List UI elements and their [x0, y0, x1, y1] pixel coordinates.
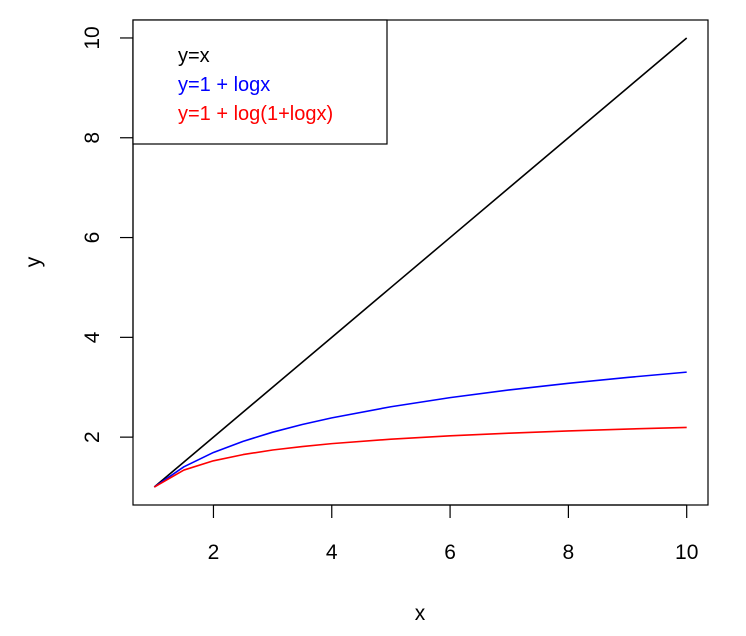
- legend: y=x y=1 + logx y=1 + log(1+logx): [132, 19, 388, 145]
- y-tick-label: 4: [81, 331, 104, 343]
- series-line-1: [153, 371, 687, 488]
- y-tick-label: 8: [81, 132, 104, 144]
- y-tick-label: 10: [81, 26, 104, 49]
- legend-box: [132, 19, 388, 145]
- y-axis: 2 4 6 8 10: [81, 26, 134, 443]
- y-tick-label: 2: [81, 431, 104, 443]
- series-line-0: [153, 37, 688, 488]
- x-tick-label: 4: [326, 541, 338, 564]
- x-axis: 2 4 6 8 10: [208, 504, 698, 564]
- legend-entry-y-equals-x: y=x: [178, 45, 210, 67]
- series-line-2: [153, 426, 687, 488]
- x-tick-label: 10: [675, 541, 698, 564]
- y-tick-label: 6: [81, 232, 104, 244]
- legend-entry-loglog: y=1 + log(1+logx): [178, 103, 333, 125]
- legend-entry-log: y=1 + logx: [178, 74, 270, 96]
- series-lines: [153, 37, 688, 488]
- x-tick-label: 6: [444, 541, 456, 564]
- y-axis-label: y: [22, 256, 45, 267]
- x-tick-label: 8: [563, 541, 575, 564]
- x-tick-label: 2: [208, 541, 220, 564]
- x-axis-label: x: [415, 602, 426, 625]
